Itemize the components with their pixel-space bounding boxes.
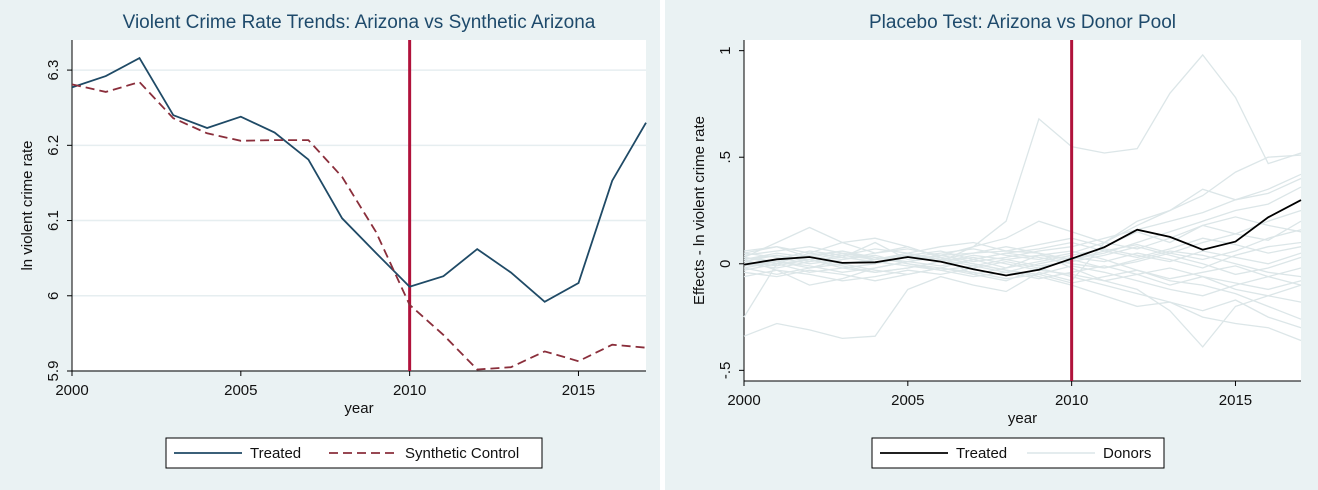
x-tick-label: 2005: [224, 382, 257, 399]
x-axis-title: year: [344, 400, 373, 417]
donor-series-line: [743, 220, 1302, 269]
y-tick-label: 6.3: [45, 60, 62, 81]
right-chart-panel: Placebo Test: Arizona vs Donor Pool -.5 0.…: [665, 0, 1318, 490]
y-tick-label: .5: [717, 151, 734, 164]
legend-box: [165, 437, 543, 469]
crime-rate-trends-chart: Violent Crime Rate Trends: Arizona vs Sy…: [19, 12, 647, 469]
donor-series-line: [743, 154, 1302, 340]
y-tick-label: 5.9: [45, 361, 62, 382]
x-tick-label: 2000: [727, 392, 760, 409]
y-tick-label: 1: [717, 46, 734, 54]
donor-series-line: [743, 186, 1302, 282]
y-tick-label: -.5: [717, 362, 734, 380]
chart-title: Placebo Test: Arizona vs Donor Pool: [869, 12, 1176, 33]
x-tick-label: 2005: [891, 392, 924, 409]
legend-label: Synthetic Control: [405, 445, 519, 462]
left-chart-panel: Violent Crime Rate Trends: Arizona vs Sy…: [0, 0, 660, 490]
donor-series-line: [743, 265, 1302, 297]
x-tick-label: 2015: [1219, 392, 1252, 409]
donor-series-line: [743, 177, 1302, 265]
plot-area: [744, 40, 1301, 381]
donor-series-line: [743, 248, 1302, 276]
y-tick-label: 6: [45, 292, 62, 300]
donor-series-line: [743, 254, 1302, 303]
legend-label: Treated: [250, 445, 301, 462]
donor-series-line: [743, 246, 1302, 276]
placebo-test-chart: Placebo Test: Arizona vs Donor Pool -.5 0.…: [691, 12, 1302, 469]
x-axis-title: year: [1008, 410, 1037, 427]
chart-title: Violent Crime Rate Trends: Arizona vs Sy…: [123, 12, 596, 33]
series-line-treated: [743, 199, 1302, 277]
series-line-treated: [71, 56, 647, 303]
x-tick-label: 2015: [562, 382, 595, 399]
donor-series-line: [743, 229, 1302, 267]
x-tick-label: 2000: [55, 382, 88, 399]
legend-label: Donors: [1103, 445, 1151, 462]
y-axis-title: Effects - ln violent crime rate: [691, 116, 708, 305]
y-tick-label: 6.2: [45, 135, 62, 156]
x-tick-label: 2010: [393, 382, 426, 399]
series-line-synthetic-control: [71, 81, 647, 371]
y-axis-title: ln violent crime rate: [19, 140, 36, 270]
y-tick-label: 6.1: [45, 210, 62, 231]
donor-series-line: [743, 237, 1302, 271]
x-tick-label: 2010: [1055, 392, 1088, 409]
legend-label: Treated: [956, 445, 1007, 462]
legend-box: [871, 437, 1165, 469]
y-tick-label: 0: [717, 260, 734, 268]
